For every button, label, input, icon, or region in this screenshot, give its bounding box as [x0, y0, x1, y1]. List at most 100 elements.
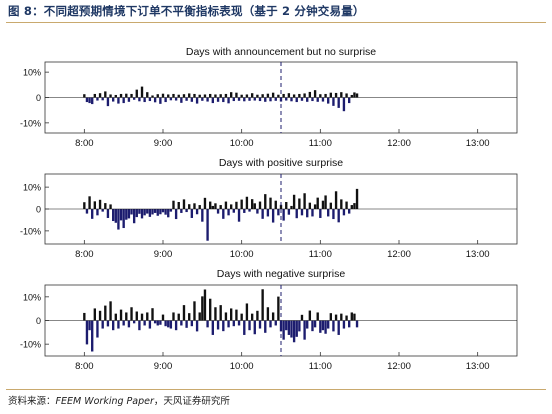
panel-3-bar	[109, 301, 112, 321]
panel-1-bar	[169, 97, 173, 101]
source-suffix: ，天风证券研究所	[153, 396, 230, 407]
panel-2-bar	[227, 209, 230, 216]
panel-3-bar	[122, 320, 125, 326]
panel-3-x-tick-label: 9:00	[154, 361, 173, 372]
panel-1-bar	[188, 93, 191, 98]
panel-1-bar	[245, 94, 249, 98]
panel-2-bar	[172, 200, 175, 209]
panel-1-bar	[119, 93, 123, 98]
panel-3-bar	[292, 320, 296, 343]
panel-1-bar	[319, 94, 322, 98]
panel-3-bar	[316, 312, 319, 321]
panel-1-bar	[227, 97, 230, 104]
panel-2-bar	[104, 203, 107, 209]
panel-2-bar	[211, 205, 214, 209]
panel-2-y-tick-label: 10%	[23, 183, 41, 193]
panel-1-bar	[93, 93, 96, 98]
panel-1-bar	[130, 93, 133, 98]
panel-1-bar	[117, 97, 120, 104]
panel-3-bar	[319, 320, 322, 333]
panel-1-bar	[143, 97, 146, 103]
panel-1-bar	[334, 92, 338, 98]
panel-1-bar	[313, 90, 317, 98]
panel-3-bar	[101, 320, 104, 329]
panel-2-bar	[306, 209, 309, 218]
panel-3-bar	[130, 307, 133, 321]
panel-1-bar	[348, 97, 351, 104]
panel-2-bar	[177, 202, 180, 209]
panel-1-bar	[174, 97, 178, 101]
panel-1-bar	[292, 94, 296, 98]
panel-3-bar	[232, 320, 235, 327]
panel-1-bar	[290, 97, 293, 102]
panel-1-bar	[230, 92, 233, 98]
panel-2-bar	[287, 209, 291, 215]
panel-1-bar	[298, 93, 301, 98]
panel-2-bar	[240, 199, 243, 209]
panel-1-bar	[104, 91, 107, 98]
panel-1-bar	[258, 97, 262, 102]
panel-2-bar	[140, 209, 144, 219]
panel-1-bar	[182, 94, 186, 98]
panel-2-bar	[198, 205, 201, 209]
panel-3-y-tick-label: 10%	[23, 292, 41, 302]
panel-2-x-tick-label: 9:00	[154, 249, 173, 260]
panel-3-bar	[329, 313, 332, 321]
panel-3-x-tick-label: 13:00	[466, 361, 490, 372]
panel-3-bar	[206, 320, 209, 328]
panel-2-bar	[350, 205, 353, 209]
panel-2-bar	[340, 199, 343, 210]
panel-2-bar	[232, 209, 235, 213]
panel-1-bar	[85, 97, 89, 103]
panel-3-bar	[209, 298, 212, 321]
panel-3-bar	[298, 320, 301, 332]
source-note: 资料来源：FEEM Working Paper，天风证券研究所	[8, 393, 230, 407]
panel-1-bar	[250, 93, 254, 98]
panel-2-bar	[245, 196, 249, 209]
panel-1-bar	[350, 94, 353, 98]
panel-1-bar	[151, 95, 154, 98]
panel-3-bar	[148, 320, 152, 329]
panel-1-bar	[264, 97, 267, 102]
panel-2-title: Days with positive surprise	[219, 157, 343, 169]
panel-1-bar	[261, 94, 264, 98]
panel-2-bar	[266, 209, 270, 217]
panel-3-bar	[324, 320, 327, 334]
panel-1-bar	[224, 93, 228, 98]
panel-1-bar	[198, 94, 201, 98]
panel-1-bar	[274, 97, 277, 101]
panel-2-bar	[83, 202, 86, 209]
panel-2-bar	[214, 203, 217, 209]
panel-1-bar	[193, 93, 196, 98]
panel-2-bar	[130, 209, 133, 215]
panel-2-bar	[167, 209, 170, 218]
panel-2-bar	[169, 209, 173, 212]
panel-2-bar	[253, 203, 256, 209]
panel-2-bar	[337, 209, 340, 223]
panel-3-bar	[295, 320, 298, 337]
panel-3-bar	[311, 320, 314, 332]
panel-1-bar	[321, 97, 325, 102]
panel-1-title: Days with announcement but no surprise	[186, 46, 376, 58]
panel-3-bar	[85, 320, 89, 345]
bottom-rule	[6, 389, 546, 390]
panel-2-bar	[91, 209, 94, 219]
panel-1-bar	[101, 97, 104, 101]
panel-2-bar	[201, 209, 204, 222]
panel-2-bar	[122, 209, 125, 229]
panel-2-bar	[161, 209, 165, 213]
panel-1-bar	[353, 92, 356, 98]
panel-2-bar	[332, 209, 335, 220]
panel-1-bar	[216, 97, 220, 102]
panel-1-bar	[164, 97, 167, 103]
panel-3-bar	[350, 312, 353, 321]
panel-1-bar	[303, 93, 306, 98]
panel-2-bar	[119, 209, 123, 221]
panel-3-bar	[143, 320, 146, 326]
panel-3-bar	[156, 320, 159, 326]
panel-3-bar	[237, 320, 241, 326]
panel-2-bar	[148, 209, 152, 217]
panel-2-x-tick-label: 11:00	[309, 249, 332, 260]
panel-1-bar	[206, 97, 209, 102]
panel-1-x-tick-label: 10:00	[230, 138, 254, 149]
